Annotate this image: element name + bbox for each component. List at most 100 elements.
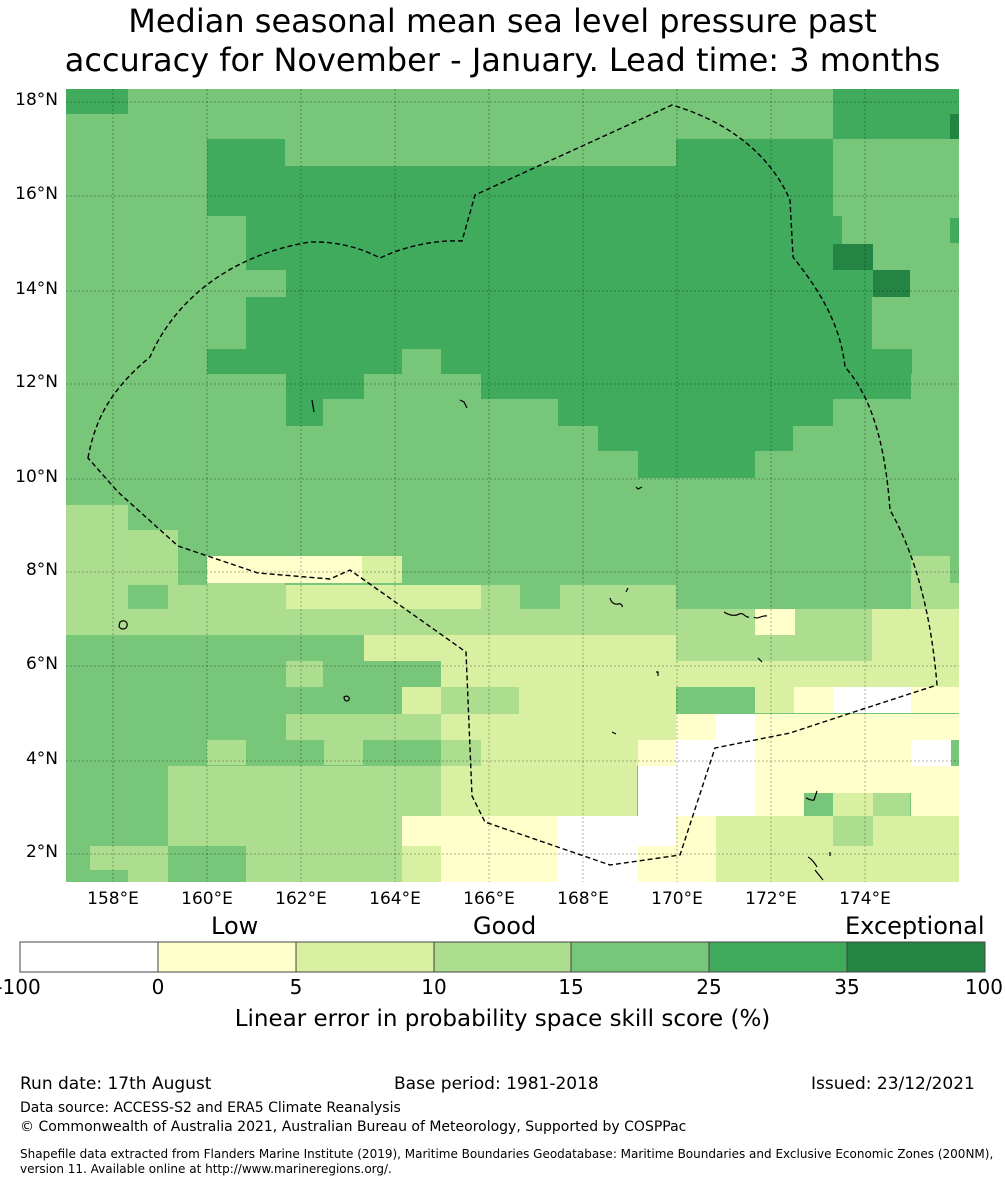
grid-cell [168,870,246,882]
grid-cell [246,216,833,244]
legend-tick: 5 [289,975,303,999]
lon-label: 170°E [651,889,703,909]
grid-cell [833,216,842,244]
grid-cell [911,687,959,713]
lon-label: 174°E [839,889,891,909]
lon-label: 160°E [181,889,233,909]
grid-cell [558,399,833,426]
grid-cell [128,585,168,609]
lon-label: 172°E [745,889,797,909]
lat-label: 4°N [25,749,58,769]
grid-cell [286,661,323,687]
grid-cell [128,530,178,585]
grid-cell [402,816,519,846]
lat-label: 14°N [15,279,58,299]
grid-cell [804,766,959,793]
legend-colorbar [19,941,986,973]
data-source: Data source: ACCESS-S2 and ERA5 Climate … [20,1100,401,1116]
legend-tick: 35 [834,975,860,999]
grid-cell [402,846,442,882]
grid-cell [286,687,323,714]
legend-tick: 15 [558,975,584,999]
grid-cell [911,740,951,766]
title-line-1: Median seasonal mean sea level pressure … [128,2,877,40]
lon-label: 168°E [557,889,609,909]
legend-tick: 25 [696,975,722,999]
grid-cell [872,609,959,687]
grid-cell [286,270,873,297]
legend-tick: 0 [151,975,165,999]
legend-swatch [157,941,297,973]
grid-cell [676,714,716,740]
grid-cell [286,714,441,740]
grid-cell [441,687,519,714]
grid-cell [676,816,716,846]
grid-cell [66,89,128,114]
lat-label: 8°N [25,560,58,580]
base-period: Base period: 1981-2018 [394,1074,599,1094]
grid-cell [911,793,959,817]
grid-cell [638,846,716,882]
issued-date: Issued: 23/12/2021 [811,1074,975,1094]
grid-cell [638,451,755,478]
grid-cell [481,714,677,740]
grid-cell [168,766,441,816]
legend-swatch [708,941,848,973]
grid-cell [638,766,678,816]
grid-cell [950,556,959,583]
grid-cell [402,349,441,374]
skill-score-grid [66,89,959,882]
grid-cell [755,714,959,740]
lon-label: 164°E [369,889,421,909]
islands [118,399,831,881]
grid-cell [676,585,911,609]
lat-label: 6°N [25,654,58,674]
grid-cell [362,556,402,583]
grid-cell [286,585,481,609]
grid-cell [246,846,402,882]
lat-label: 12°N [15,372,58,392]
grid-cell [833,687,911,713]
legend-tick: -100 [0,975,41,999]
grid-cell [873,793,910,817]
grid-cell [441,846,558,882]
grid-cell [128,846,168,882]
grid-cell [481,740,638,766]
grid-cell [833,89,959,139]
grid-cell [755,766,804,816]
eez-boundary [87,104,938,866]
legend-category-good: Good [473,912,537,940]
legend-title: Linear error in probability space skill … [234,1006,771,1032]
grid-cell [286,374,364,399]
grid-cell [755,740,911,766]
grid-cell [676,661,872,687]
grid-cell [950,114,959,139]
grid-cell [481,374,911,399]
lat-label: 16°N [15,184,58,204]
grid-cell [520,585,560,609]
grid-cell [716,846,796,882]
grid-cell [402,687,441,714]
grid-cell [207,740,247,765]
legend-swatch [846,941,986,973]
grid-cell [676,740,756,766]
lon-label: 166°E [463,889,515,909]
grid-cell [441,349,912,374]
grid-cell [66,505,128,585]
grid-cell [676,139,833,169]
grid-cell [950,218,959,243]
grid-cell [207,556,362,583]
grid-cell [716,816,833,846]
legend-category-low: Low [211,912,259,940]
grid-cell [441,661,676,688]
grid-cell [207,139,285,167]
grid-cell [519,816,559,846]
grid-cell [168,846,246,870]
grid-cell [873,270,910,297]
grid-cell [558,816,676,846]
grid-cell [676,766,756,816]
grid-cell [794,687,834,713]
grid-cell [246,244,873,270]
grid-cell [716,714,756,740]
